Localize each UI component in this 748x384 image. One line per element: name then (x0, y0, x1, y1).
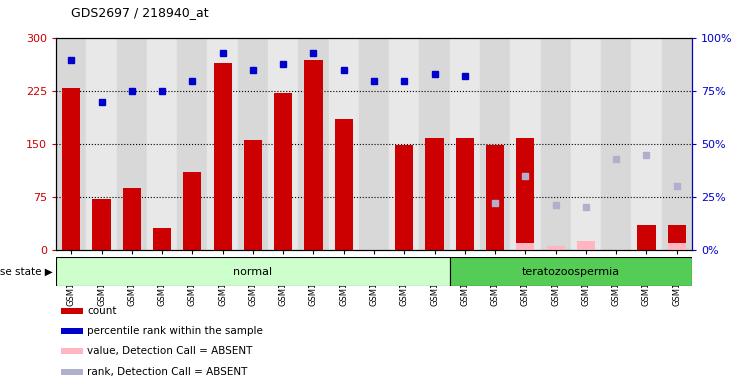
Bar (86, 38, 117, 250)
Bar (516, 138, 535, 250)
Bar (631, 38, 662, 250)
Bar (123, 188, 141, 250)
Bar (516, 243, 535, 250)
Bar (153, 228, 171, 250)
Bar (395, 146, 414, 250)
Bar (389, 38, 420, 250)
Bar (56, 38, 86, 250)
Bar (450, 38, 480, 250)
Bar (117, 38, 147, 250)
Bar (93, 199, 111, 250)
Bar (244, 141, 262, 250)
Text: count: count (88, 306, 117, 316)
Text: disease state ▶: disease state ▶ (0, 266, 52, 277)
Bar (213, 63, 232, 250)
Bar (274, 93, 292, 250)
Text: percentile rank within the sample: percentile rank within the sample (88, 326, 263, 336)
Bar (662, 38, 692, 250)
Bar (328, 38, 359, 250)
Bar (359, 38, 389, 250)
Bar (510, 38, 541, 250)
Bar (571, 38, 601, 250)
Bar (183, 172, 201, 250)
Bar (56, 257, 450, 286)
Bar (298, 38, 328, 250)
Bar (637, 225, 655, 250)
Bar (61, 369, 82, 375)
Bar (547, 246, 565, 250)
Text: rank, Detection Call = ABSENT: rank, Detection Call = ABSENT (88, 367, 248, 377)
Bar (450, 257, 692, 286)
Bar (238, 38, 268, 250)
Bar (577, 241, 595, 250)
Bar (486, 146, 504, 250)
Bar (601, 38, 631, 250)
Text: teratozoospermia: teratozoospermia (522, 266, 620, 277)
Bar (668, 243, 686, 250)
Text: GDS2697 / 218940_at: GDS2697 / 218940_at (71, 6, 209, 19)
Bar (62, 88, 80, 250)
Text: normal: normal (233, 266, 272, 277)
Bar (668, 225, 686, 250)
Bar (304, 60, 322, 250)
Bar (268, 38, 298, 250)
Bar (480, 38, 510, 250)
Text: value, Detection Call = ABSENT: value, Detection Call = ABSENT (88, 346, 253, 356)
Bar (207, 38, 238, 250)
Bar (426, 138, 444, 250)
Bar (456, 138, 474, 250)
Bar (61, 328, 82, 334)
Bar (541, 38, 571, 250)
Bar (420, 38, 450, 250)
Bar (177, 38, 207, 250)
Bar (61, 349, 82, 354)
Bar (147, 38, 177, 250)
Bar (61, 308, 82, 314)
Bar (334, 119, 353, 250)
